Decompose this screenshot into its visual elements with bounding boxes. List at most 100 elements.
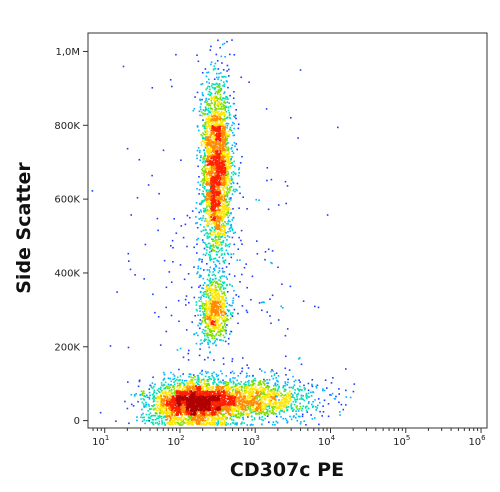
event-dot bbox=[191, 423, 194, 425]
event-dot bbox=[229, 413, 231, 415]
event-dot bbox=[314, 417, 316, 419]
event-dot bbox=[305, 409, 308, 412]
event-dot bbox=[184, 419, 187, 422]
event-dot bbox=[204, 290, 206, 293]
event-dot bbox=[212, 409, 214, 412]
event-dot bbox=[174, 416, 176, 419]
event-dot bbox=[206, 284, 208, 287]
event-dot bbox=[220, 339, 222, 341]
event-dot bbox=[218, 244, 221, 247]
event-dot bbox=[207, 393, 210, 395]
event-dot bbox=[152, 376, 154, 379]
event-dot bbox=[272, 398, 275, 400]
event-dot bbox=[177, 399, 179, 401]
event-dot bbox=[173, 383, 176, 386]
event-dot bbox=[185, 399, 188, 401]
event-dot bbox=[235, 404, 237, 407]
event-dot bbox=[249, 388, 252, 391]
event-dot bbox=[188, 373, 191, 375]
event-dot bbox=[181, 414, 183, 416]
event-dot bbox=[220, 370, 222, 372]
event-dot bbox=[251, 391, 253, 394]
event-dot bbox=[240, 394, 243, 397]
event-dot bbox=[202, 277, 205, 280]
event-dot bbox=[281, 394, 284, 396]
event-dot bbox=[261, 386, 264, 389]
event-dot bbox=[267, 388, 269, 390]
event-dot bbox=[169, 402, 172, 405]
event-dot bbox=[215, 344, 217, 347]
event-dot bbox=[151, 419, 154, 421]
event-dot bbox=[234, 422, 237, 425]
event-dot bbox=[214, 294, 216, 296]
event-dot bbox=[174, 391, 177, 393]
event-dot bbox=[171, 388, 173, 391]
event-dot bbox=[195, 422, 198, 424]
event-dot bbox=[208, 394, 211, 396]
event-dot bbox=[294, 399, 296, 401]
event-dot bbox=[230, 415, 233, 418]
event-dot bbox=[211, 419, 214, 421]
event-dot bbox=[290, 406, 293, 408]
event-dot bbox=[224, 145, 227, 148]
event-dot bbox=[212, 411, 215, 414]
event-dot bbox=[279, 410, 282, 412]
event-dot bbox=[224, 405, 227, 408]
event-dot bbox=[177, 419, 180, 421]
event-dot bbox=[232, 382, 235, 385]
event-dot bbox=[286, 409, 289, 412]
event-dot bbox=[217, 68, 220, 70]
event-dot bbox=[152, 419, 155, 421]
event-dot bbox=[255, 388, 257, 391]
event-dot bbox=[249, 408, 252, 410]
event-dot bbox=[214, 280, 216, 283]
event-dot bbox=[192, 401, 194, 403]
event-dot bbox=[290, 408, 293, 410]
event-dot bbox=[217, 313, 220, 316]
event-dot bbox=[236, 388, 239, 390]
event-dot bbox=[150, 421, 153, 424]
event-dot bbox=[207, 418, 209, 420]
event-dot bbox=[175, 416, 177, 419]
event-dot bbox=[151, 414, 153, 417]
event-dot bbox=[208, 423, 211, 426]
event-dot bbox=[217, 286, 220, 288]
event-dot bbox=[162, 404, 165, 407]
event-dot bbox=[218, 406, 221, 409]
event-dot bbox=[241, 367, 244, 370]
event-dot bbox=[156, 397, 158, 400]
event-dot bbox=[201, 386, 204, 389]
event-dot bbox=[143, 399, 146, 401]
event-dot bbox=[175, 413, 178, 416]
event-dot bbox=[212, 306, 215, 308]
event-dot bbox=[201, 417, 204, 419]
event-dot bbox=[196, 375, 199, 377]
event-dot bbox=[199, 343, 202, 345]
event-dot bbox=[210, 315, 212, 318]
event-dot bbox=[160, 400, 163, 403]
event-dot bbox=[199, 372, 201, 375]
event-dot bbox=[186, 390, 189, 393]
event-dot bbox=[211, 294, 214, 297]
event-dot bbox=[222, 307, 225, 310]
event-dot bbox=[263, 380, 266, 382]
event-dot bbox=[165, 394, 168, 397]
event-dot bbox=[216, 398, 219, 401]
event-dot bbox=[207, 325, 210, 327]
event-dot bbox=[180, 396, 183, 399]
event-dot bbox=[142, 391, 144, 394]
event-dot bbox=[268, 407, 271, 410]
event-dot bbox=[215, 304, 217, 307]
event-dot bbox=[173, 385, 175, 388]
event-dot bbox=[214, 284, 217, 287]
event-dot bbox=[181, 415, 183, 418]
event-dot bbox=[253, 382, 256, 385]
event-dot bbox=[273, 402, 275, 404]
event-dot bbox=[295, 410, 297, 412]
event-dot bbox=[203, 423, 205, 426]
event-dot bbox=[223, 282, 225, 285]
event-dot bbox=[267, 393, 270, 396]
event-dot bbox=[210, 292, 213, 294]
event-dot bbox=[196, 309, 198, 312]
event-dot bbox=[176, 410, 179, 413]
